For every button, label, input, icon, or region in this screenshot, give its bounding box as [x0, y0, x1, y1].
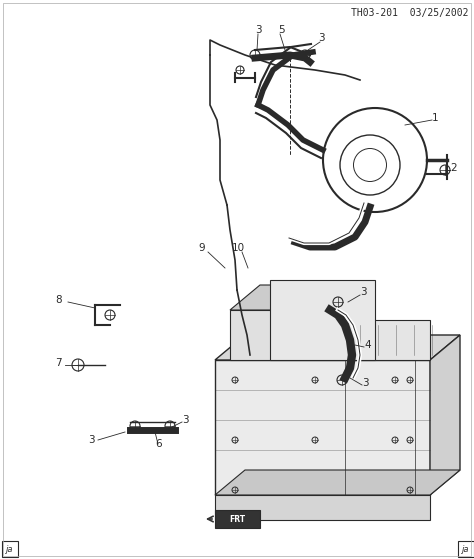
Text: 3: 3	[88, 435, 95, 445]
Polygon shape	[270, 280, 375, 360]
FancyBboxPatch shape	[2, 541, 18, 557]
FancyBboxPatch shape	[458, 541, 474, 557]
Polygon shape	[215, 360, 430, 495]
Polygon shape	[215, 510, 260, 528]
Text: 10: 10	[232, 243, 245, 253]
Text: FRT: FRT	[229, 514, 245, 523]
Text: 3: 3	[255, 25, 262, 35]
Text: ja: ja	[6, 544, 14, 553]
Text: 3: 3	[318, 33, 325, 43]
Text: TH03-201  03/25/2002: TH03-201 03/25/2002	[352, 8, 469, 18]
Polygon shape	[230, 285, 375, 310]
Text: 3: 3	[360, 287, 366, 297]
Polygon shape	[230, 310, 345, 360]
Polygon shape	[215, 470, 460, 495]
Text: 3: 3	[362, 378, 369, 388]
Text: 2: 2	[450, 163, 456, 173]
Text: 4: 4	[364, 340, 371, 350]
Text: 3: 3	[182, 415, 189, 425]
Polygon shape	[215, 335, 460, 360]
Text: ja: ja	[462, 544, 470, 553]
Polygon shape	[350, 320, 430, 360]
Text: 7: 7	[55, 358, 62, 368]
Text: 1: 1	[432, 113, 438, 123]
Text: 5: 5	[278, 25, 284, 35]
Polygon shape	[430, 335, 460, 495]
Text: 9: 9	[198, 243, 205, 253]
Text: 8: 8	[55, 295, 62, 305]
Text: 6: 6	[155, 439, 162, 449]
Polygon shape	[215, 495, 430, 520]
